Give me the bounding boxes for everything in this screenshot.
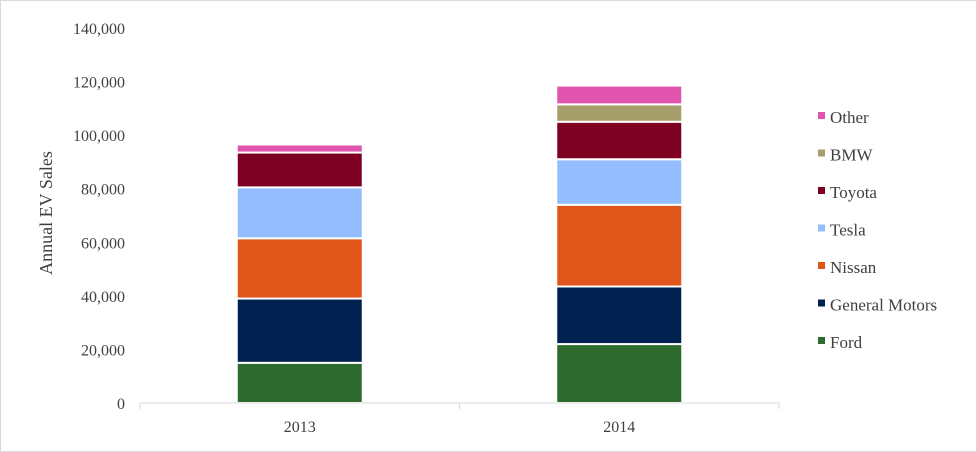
legend-swatch-tesla: [818, 224, 825, 232]
bar-segment-toyota-2013: [235, 151, 364, 189]
bar-segment-ford-2014: [555, 343, 684, 405]
legend-label-general-motors: General Motors: [830, 296, 937, 315]
y-axis-label: Annual EV Sales: [36, 151, 56, 275]
y-tick-label: 120,000: [73, 75, 125, 92]
legend-swatch-bmw: [818, 149, 825, 157]
y-tick-label: 140,000: [73, 21, 125, 38]
legend-label-ford: Ford: [830, 333, 863, 352]
x-axis-ticks: 2013 2014: [139, 403, 780, 436]
bar-segment-ford-2013: [235, 361, 364, 405]
bar-segment-nissan-2013: [235, 237, 364, 300]
bar-segment-toyota-2014: [555, 120, 684, 161]
legend-label-tesla: Tesla: [830, 221, 866, 240]
y-tick-label: 80,000: [81, 182, 125, 199]
x-tick-label: 2013: [284, 419, 316, 436]
bars: [235, 84, 684, 405]
legend-swatch-ford: [818, 337, 825, 344]
y-tick-label: 20,000: [81, 342, 125, 359]
legend-swatch-toyota: [818, 187, 825, 194]
y-tick-label: 100,000: [73, 128, 125, 145]
legend-swatch-other: [818, 112, 825, 119]
legend-label-toyota: Toyota: [830, 183, 877, 202]
bar-segment-other-2014: [555, 84, 684, 106]
bar-segment-nissan-2014: [555, 203, 684, 288]
bar-segment-tesla-2013: [235, 186, 364, 240]
legend-swatch-nissan: [818, 262, 825, 269]
y-axis-ticks: 0 20,000 40,000 60,000 80,000 100,000 120,000 1…: [73, 21, 125, 413]
bar-segment-other-2013: [235, 143, 364, 154]
bar-segment-general-motors-2013: [235, 297, 364, 364]
x-tick-label: 2014: [603, 419, 635, 436]
legend: Other BMW Toyota Tesla Nissan General Motors F…: [818, 108, 937, 352]
y-tick-label: 60,000: [81, 235, 125, 252]
legend-swatch-general-motors: [818, 299, 825, 307]
bar-segment-bmw-2014: [555, 103, 684, 123]
y-tick-label: 0: [117, 396, 125, 413]
y-tick-label: 40,000: [81, 289, 125, 306]
legend-label-bmw: BMW: [830, 146, 873, 165]
bar-segment-tesla-2014: [555, 158, 684, 206]
bar-segment-general-motors-2014: [555, 285, 684, 346]
legend-label-nissan: Nissan: [830, 258, 877, 277]
legend-label-other: Other: [830, 108, 869, 127]
